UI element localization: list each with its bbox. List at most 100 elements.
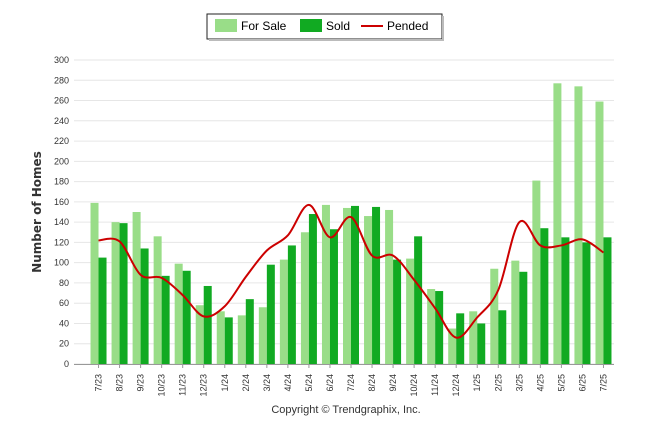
x-tick-label: 12/23 [199,374,209,397]
x-tick-label: 6/25 [577,374,587,392]
for-sale-bar [385,209,394,364]
y-tick-label: 200 [54,156,69,166]
for-sale-bar [532,180,541,364]
sold-bar [456,313,465,364]
x-tick-label: 6/24 [325,374,335,392]
sold-bar [477,323,486,364]
y-tick-label: 180 [54,177,69,187]
sold-bar [308,214,317,364]
for-sale-bar [448,328,457,364]
for-sale-bar [300,232,309,364]
y-axis-ticks: 0 20 40 60 80 100 120 140 160 180 200 220 240 260 280 3… [54,55,69,369]
y-tick-label: 140 [54,217,69,227]
y-tick-label: 40 [59,318,69,328]
sold-bar [393,259,402,364]
sold-bar [561,237,570,364]
for-sale-bar [490,268,499,364]
y-tick-label: 20 [59,339,69,349]
x-tick-label: 7/24 [346,374,356,392]
for-sale-bar [406,258,415,364]
for-sale-bar [553,83,562,364]
for-sale-bar [111,222,120,364]
sold-bar [245,299,254,364]
x-tick-label: 2/25 [493,374,503,392]
for-sale-bar [216,311,225,364]
sold-bar [603,237,612,364]
y-tick-label: 100 [54,258,69,268]
x-tick-label: 10/23 [157,374,167,397]
legend-label: Pended [387,19,428,33]
legend-shadow-right [442,16,444,41]
legend: For Sale Sold Pended [206,13,444,41]
x-tick-label: 4/25 [535,374,545,392]
sold-bar [98,257,107,364]
sold-bar [182,270,191,364]
y-tick-label: 120 [54,237,69,247]
legend-swatch [215,19,237,32]
x-tick-label: 3/24 [262,374,272,392]
legend-label: Sold [326,19,350,33]
for-sale-bar [343,207,351,364]
sold-bar [140,248,149,364]
sold-bar [435,291,444,364]
y-tick-label: 260 [54,96,69,106]
x-axis-ticks: 7/23 8/23 9/23 10/23 11/23 12/23 1/24 2/24 3/24 4… [94,374,609,397]
x-tick-label: 8/24 [367,374,377,392]
y-tick-label: 240 [54,116,69,126]
pended-line [98,203,605,339]
x-axis [74,364,614,368]
x-tick-label: 1/24 [220,374,230,392]
sold-bar [224,317,233,364]
y-tick-label: 220 [54,136,69,146]
x-tick-label: 9/24 [388,374,398,392]
for-sale-bar [321,204,330,364]
sold-bar [519,271,528,364]
for-sale-bar [90,202,99,364]
sold-bar [351,205,359,364]
sold-bar [203,285,212,364]
sold-bar [161,275,170,364]
y-tick-label: 60 [59,298,69,308]
sold-bar [266,264,275,364]
legend-swatch [300,19,322,32]
y-tick-label: 300 [54,55,69,65]
x-tick-label: 3/25 [514,374,524,392]
x-tick-label: 2/24 [241,374,251,392]
for-sale-bar [427,289,436,364]
sold-bar [329,229,338,364]
for-sale-bar [258,307,267,364]
y-tick-label: 0 [64,359,69,369]
sold-bar [414,236,423,364]
for-sale-bar [132,212,141,364]
x-tick-label: 12/24 [451,374,461,397]
bars [90,83,612,365]
copyright-text: Copyright © Trendgraphix, Inc. [271,404,420,416]
for-sale-bar [364,216,373,364]
y-tick-label: 80 [59,278,69,288]
sold-bar [582,242,591,364]
sold-bar [372,206,381,364]
for-sale-bar [174,263,183,364]
for-sale-bar [279,259,288,364]
sold-bar [540,228,549,364]
legend-label: For Sale [241,19,287,33]
for-sale-bar [574,86,583,364]
y-axis-title: Number of Homes [30,151,44,273]
for-sale-bar [469,311,478,364]
y-tick-label: 160 [54,197,69,207]
for-sale-bar [195,305,204,364]
legend-box [206,13,443,40]
for-sale-bar [595,101,604,365]
x-tick-label: 7/25 [598,374,608,392]
x-tick-label: 4/24 [283,374,293,392]
x-tick-label: 9/23 [136,374,146,392]
sold-bar [498,310,507,364]
for-sale-bar [153,236,162,364]
x-tick-label: 7/23 [94,374,104,392]
for-sale-bar [511,260,520,364]
for-sale-bar [237,315,246,364]
x-tick-label: 5/24 [304,374,314,392]
x-tick-label: 11/24 [430,374,440,396]
x-tick-label: 5/25 [556,374,566,392]
